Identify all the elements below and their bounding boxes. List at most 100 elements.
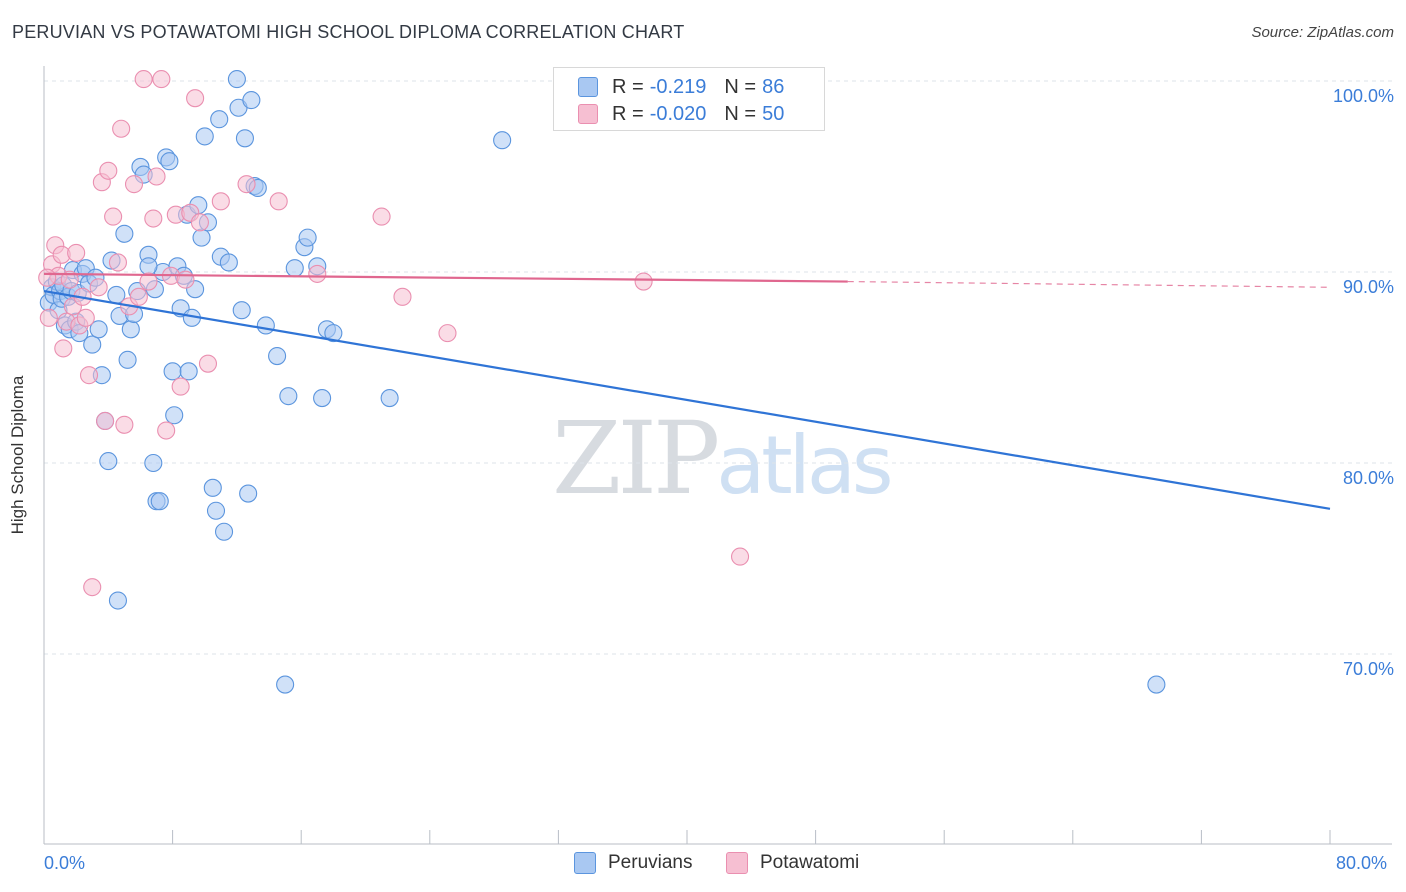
potawatomi-point-40 bbox=[211, 192, 230, 211]
potawatomi-point-49 bbox=[38, 268, 57, 287]
potawatomi-point-43 bbox=[308, 264, 327, 283]
potawatomi-point-20 bbox=[108, 253, 127, 272]
watermark: ZIPatlas bbox=[552, 400, 894, 517]
peruvians-point-71 bbox=[268, 346, 287, 366]
peruvians-swatch bbox=[578, 77, 598, 97]
bottom-legend-potawatomi: Potawatomi bbox=[726, 852, 859, 874]
potawatomi-point-13 bbox=[79, 366, 99, 385]
potawatomi-point-48 bbox=[730, 547, 750, 566]
potawatomi-point-28 bbox=[144, 209, 163, 228]
peruvians-point-44 bbox=[165, 406, 184, 425]
legend-n-label: N = bbox=[724, 75, 757, 98]
peruvians-point-28 bbox=[115, 224, 134, 243]
peruvians-point-74 bbox=[285, 259, 304, 278]
legend-row-potawatomi: R = -0.020 N = 50 bbox=[578, 101, 802, 127]
peruvians-point-53 bbox=[192, 228, 211, 247]
peruvians-point-76 bbox=[298, 228, 317, 247]
potawatomi-point-25 bbox=[129, 287, 148, 306]
peruvians-point-85 bbox=[139, 257, 158, 276]
potawatomi-trend-extension bbox=[847, 280, 1331, 288]
peruvians-point-42 bbox=[160, 152, 179, 171]
potawatomi-point-5 bbox=[54, 339, 73, 358]
legend-r-value: -0.020 bbox=[649, 102, 707, 125]
watermark-zip: ZIP bbox=[552, 400, 720, 517]
peruvians-point-57 bbox=[206, 501, 226, 520]
peruvians-point-24 bbox=[99, 452, 118, 471]
peruvians-point-83 bbox=[108, 591, 127, 610]
potawatomi-point-31 bbox=[157, 421, 176, 440]
peruvians-point-73 bbox=[279, 387, 298, 406]
peruvians-point-56 bbox=[203, 478, 222, 497]
potawatomi-point-45 bbox=[393, 287, 412, 306]
potawatomi-point-29 bbox=[147, 167, 166, 186]
potawatomi-point-35 bbox=[176, 270, 195, 289]
potawatomi-point-27 bbox=[139, 272, 158, 291]
peruvians-point-39 bbox=[150, 492, 169, 511]
source-label: Source: ZipAtlas.com bbox=[1251, 24, 1394, 41]
legend-n-value: 50 bbox=[762, 102, 785, 125]
potawatomi-legend-swatch bbox=[726, 852, 748, 874]
legend-r-label: R = bbox=[612, 75, 644, 98]
peruvians-legend-label: Peruvians bbox=[608, 852, 693, 873]
potawatomi-point-22 bbox=[115, 415, 134, 434]
legend-n-value: 86 bbox=[762, 75, 785, 98]
peruvians-point-36 bbox=[144, 453, 163, 473]
peruvians-point-62 bbox=[227, 70, 246, 89]
potawatomi-point-17 bbox=[96, 411, 115, 431]
peruvians-point-80 bbox=[324, 324, 343, 343]
potawatomi-point-30 bbox=[152, 70, 171, 89]
peruvians-point-29 bbox=[118, 350, 137, 369]
potawatomi-point-0 bbox=[39, 308, 58, 327]
potawatomi-point-47 bbox=[634, 272, 653, 291]
peruvians-point-67 bbox=[242, 91, 261, 110]
y-tick-label-70: 70.0% bbox=[1342, 659, 1394, 679]
peruvians-point-82 bbox=[493, 131, 512, 150]
potawatomi-legend-label: Potawatomi bbox=[760, 852, 860, 873]
x-tick-label-min: 0.0% bbox=[44, 853, 86, 873]
peruvians-legend-swatch bbox=[574, 852, 596, 874]
peruvians-point-19 bbox=[83, 335, 102, 354]
potawatomi-point-39 bbox=[198, 354, 218, 373]
potawatomi-point-26 bbox=[134, 70, 153, 89]
peruvians-trend-line bbox=[43, 290, 1331, 510]
x-tick-label-max: 80.0% bbox=[1336, 853, 1388, 873]
peruvians-point-65 bbox=[235, 129, 254, 148]
potawatomi-point-14 bbox=[83, 578, 102, 597]
peruvians-point-21 bbox=[89, 320, 108, 339]
legend-n-label: N = bbox=[724, 102, 757, 125]
peruvians-point-70 bbox=[256, 316, 275, 335]
peruvians-point-61 bbox=[219, 253, 238, 272]
peruvians-point-30 bbox=[121, 320, 140, 339]
potawatomi-point-24 bbox=[124, 175, 144, 194]
potawatomi-point-34 bbox=[171, 377, 190, 396]
potawatomi-point-21 bbox=[112, 119, 131, 138]
legend-r-label: R = bbox=[612, 102, 644, 125]
peruvians-point-81 bbox=[380, 389, 399, 408]
peruvians-point-64 bbox=[232, 301, 251, 320]
potawatomi-point-12 bbox=[76, 308, 95, 327]
peruvians-point-66 bbox=[239, 484, 258, 503]
peruvians-point-60 bbox=[214, 522, 234, 541]
potawatomi-point-7 bbox=[60, 270, 79, 289]
potawatomi-point-41 bbox=[237, 175, 256, 194]
potawatomi-point-9 bbox=[67, 243, 86, 262]
legend-row-peruvians: R = -0.219 N = 86 bbox=[578, 74, 802, 100]
potawatomi-swatch bbox=[578, 104, 598, 124]
y-tick-label-80: 80.0% bbox=[1342, 468, 1394, 488]
potawatomi-point-15 bbox=[89, 278, 108, 297]
y-tick-label-100: 100.0% bbox=[1332, 86, 1394, 106]
potawatomi-point-46 bbox=[438, 324, 457, 343]
legend-r-value: -0.219 bbox=[649, 75, 707, 98]
peruvians-point-72 bbox=[276, 675, 295, 694]
y-tick-label-90: 90.0% bbox=[1342, 277, 1394, 297]
potawatomi-point-44 bbox=[372, 207, 391, 226]
chart-title: PERUVIAN VS POTAWATOMI HIGH SCHOOL DIPLO… bbox=[12, 22, 685, 42]
potawatomi-point-42 bbox=[269, 192, 288, 211]
potawatomi-point-37 bbox=[186, 89, 205, 108]
potawatomi-point-19 bbox=[104, 207, 123, 226]
potawatomi-point-18 bbox=[99, 161, 118, 180]
peruvians-point-78 bbox=[313, 389, 332, 408]
peruvians-point-84 bbox=[1147, 675, 1166, 694]
y-axis-label: High School Diploma bbox=[8, 375, 27, 535]
